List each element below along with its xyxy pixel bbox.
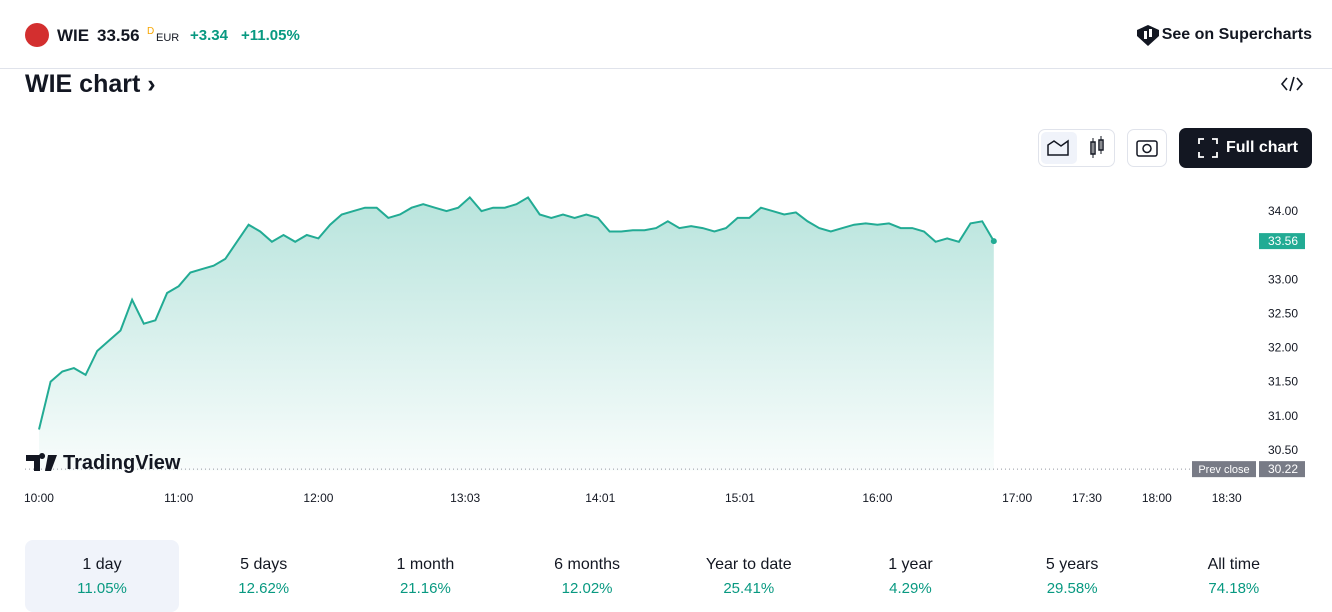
period-label: 1 day bbox=[82, 556, 122, 573]
period-label: 5 days bbox=[240, 556, 288, 573]
y-tick-label: 31.50 bbox=[1268, 375, 1298, 389]
period-label: 1 month bbox=[396, 556, 455, 573]
x-tick-label: 12:00 bbox=[303, 491, 333, 505]
period-label: 1 year bbox=[888, 556, 933, 573]
period-change: 29.58% bbox=[1046, 580, 1098, 597]
period-change: 12.02% bbox=[561, 580, 613, 597]
camera-icon bbox=[1136, 140, 1158, 157]
section-title-text[interactable]: WIE chart bbox=[25, 70, 141, 98]
embed-icon[interactable] bbox=[1280, 74, 1304, 94]
price: 33.56 bbox=[97, 26, 140, 45]
y-tick-label: 31.00 bbox=[1268, 409, 1298, 423]
style-icons bbox=[1041, 132, 1104, 164]
y-tick-label: 30.50 bbox=[1268, 443, 1298, 457]
period-tab[interactable]: 5 years 29.58% bbox=[995, 540, 1149, 612]
period-label: 5 years bbox=[1045, 556, 1099, 573]
y-tick-label: 32.00 bbox=[1268, 341, 1298, 355]
period-change: 4.29% bbox=[889, 580, 932, 597]
x-tick-label: 16:00 bbox=[862, 491, 892, 505]
watermark-text: TradingView bbox=[63, 452, 181, 474]
x-tick-label: 13:03 bbox=[450, 491, 480, 505]
x-tick-label: 14:01 bbox=[585, 491, 615, 505]
period-bar: 1 day 11.05% 5 days 12.62% 1 month 21.16% 6 mo… bbox=[25, 540, 1319, 612]
period-label: 6 months bbox=[554, 556, 620, 573]
y-tick-label: 34.00 bbox=[1268, 204, 1298, 218]
last-point bbox=[990, 238, 997, 245]
x-tick-label: 11:00 bbox=[164, 491, 193, 505]
full-chart-button[interactable]: Full chart bbox=[1179, 128, 1312, 168]
y-tick-label: 32.50 bbox=[1268, 306, 1298, 320]
period-tab[interactable]: 1 month 21.16% bbox=[348, 540, 502, 612]
period-change: 11.05% bbox=[77, 580, 127, 597]
symbol[interactable]: WIE bbox=[57, 26, 90, 45]
symbol-logo bbox=[25, 23, 49, 47]
change: +3.34 bbox=[190, 27, 228, 44]
currency: EUR bbox=[156, 32, 180, 44]
header: WIE 33.56 D EUR +3.34 +11.05% See on Sup… bbox=[0, 0, 1332, 69]
x-tick-label: 17:00 bbox=[1002, 491, 1032, 505]
period-tab[interactable]: 1 year 4.29% bbox=[833, 540, 987, 612]
price-line bbox=[38, 195, 995, 430]
period-change: 74.18% bbox=[1208, 580, 1260, 597]
period-tab[interactable]: 5 days 12.62% bbox=[187, 540, 341, 612]
period-tab[interactable]: All time 74.18% bbox=[1157, 540, 1311, 612]
last-price-label: 33.56 bbox=[1268, 234, 1298, 248]
period-tab[interactable]: 6 months 12.02% bbox=[510, 540, 664, 612]
fullscreen-icon bbox=[1198, 138, 1218, 158]
period-tab[interactable]: 1 day 11.05% bbox=[25, 540, 179, 612]
prev-close-value: 30.22 bbox=[1268, 462, 1298, 476]
price-flag: D bbox=[147, 26, 155, 37]
x-tick-label: 18:30 bbox=[1212, 491, 1242, 505]
prev-close-value-tag bbox=[1259, 461, 1305, 478]
last-price-tag bbox=[1259, 233, 1305, 250]
snapshot-button[interactable] bbox=[1127, 129, 1167, 167]
period-change: 25.41% bbox=[723, 580, 775, 597]
period-label: Year to date bbox=[705, 556, 792, 573]
watermark: TradingView bbox=[26, 452, 181, 474]
period-label: All time bbox=[1207, 556, 1261, 573]
x-tick-label: 17:30 bbox=[1072, 491, 1102, 505]
chart: 30.5031.0031.5032.0032.5033.0033.5034.00… bbox=[24, 195, 1305, 505]
x-tick-label: 18:00 bbox=[1142, 491, 1172, 505]
full-chart-label[interactable]: Full chart bbox=[1226, 139, 1299, 156]
prev-close-label: Prev close bbox=[1198, 464, 1249, 476]
prev-close-tag bbox=[1192, 461, 1256, 478]
period-change: 12.62% bbox=[238, 580, 290, 597]
supercharts-link[interactable]: See on Supercharts bbox=[1161, 26, 1312, 43]
y-tick-label: 33.00 bbox=[1268, 272, 1298, 286]
supercharts-icon bbox=[1137, 25, 1159, 46]
x-tick-label: 15:01 bbox=[725, 491, 755, 505]
change-percent: +11.05% bbox=[241, 27, 300, 44]
period-change: 21.16% bbox=[399, 580, 451, 597]
area-fill bbox=[38, 197, 994, 471]
x-tick-label: 10:00 bbox=[24, 491, 54, 505]
period-tab[interactable]: Year to date 25.41% bbox=[672, 540, 826, 612]
chart-style-toggle bbox=[1038, 129, 1115, 167]
section-title[interactable]: WIE chart › bbox=[25, 70, 156, 98]
